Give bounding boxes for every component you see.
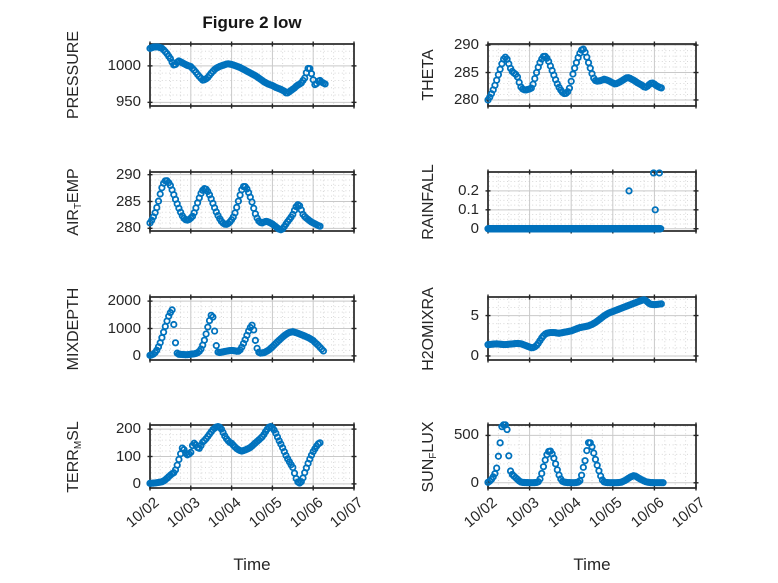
y-axis-label-text: PRESSURE bbox=[65, 30, 82, 120]
x-tick-label-left: 10/05 bbox=[245, 494, 286, 532]
y-axis-label-text: RAINFALL bbox=[420, 163, 437, 240]
y-tick-label-mixdepth: 1000 bbox=[107, 319, 141, 337]
y-axis-label-text: MIXDEPTH bbox=[65, 287, 82, 370]
y-tick-label-terr-msl: 200 bbox=[115, 420, 141, 438]
x-tick-label-left: 10/03 bbox=[164, 494, 204, 532]
y-axis-label-mixdepth: MIXDEPTH bbox=[65, 287, 83, 370]
subplot-sun-flux bbox=[484, 421, 699, 491]
x-axis-title-left: Time bbox=[233, 555, 271, 574]
x-tick-label-right: 10/03 bbox=[502, 494, 543, 532]
x-tick-label-left: 10/02 bbox=[123, 494, 163, 532]
subplot-mixdepth bbox=[146, 294, 357, 363]
y-axis-label-text: THETA bbox=[420, 49, 437, 101]
y-axis-label-terr-msl: TERRMSL bbox=[65, 420, 84, 493]
series-mixdepth bbox=[146, 306, 327, 359]
y-tick-label-h2omixra: 0 bbox=[470, 346, 479, 364]
series-sun-flux bbox=[484, 421, 667, 487]
x-axis-title-right: Time bbox=[573, 555, 611, 574]
y-axis-label-subscript: F bbox=[428, 452, 439, 459]
y-axis-label-pressure: PRESSURE bbox=[65, 31, 83, 119]
subplot-pressure bbox=[146, 41, 357, 109]
x-tick-label-left: 10/04 bbox=[204, 494, 245, 532]
y-axis-label-h2omixra: H2OMIXRA bbox=[420, 287, 438, 371]
y-tick-label-pressure: 1000 bbox=[107, 56, 141, 74]
y-axis-label-sun-flux: SUNFLUX bbox=[420, 420, 439, 493]
y-tick-label-h2omixra: 5 bbox=[470, 306, 479, 324]
figure-title: Figure 2 low bbox=[202, 13, 302, 32]
y-axis-label-text: SUN bbox=[420, 458, 437, 493]
x-tick-label-right: 10/07 bbox=[669, 494, 709, 532]
y-tick-label-theta: 280 bbox=[453, 90, 479, 108]
y-axis-label-text: TERR bbox=[65, 448, 82, 493]
y-tick-label-terr-msl: 0 bbox=[132, 474, 141, 492]
y-tick-label-air-temp: 280 bbox=[115, 219, 141, 237]
series-air-temp bbox=[146, 177, 324, 234]
series-theta bbox=[484, 45, 665, 104]
y-tick-label-mixdepth: 2000 bbox=[107, 292, 141, 310]
y-axis-label-text: AIR bbox=[65, 208, 82, 236]
x-tick-label-left: 10/06 bbox=[286, 494, 327, 532]
y-axis-label-air-temp: AIRTEMP bbox=[65, 167, 84, 236]
y-axis-label-subscript: M bbox=[73, 440, 84, 449]
y-tick-label-pressure: 950 bbox=[115, 93, 141, 111]
x-tick-label-right: 10/04 bbox=[544, 494, 585, 532]
subplot-terr-msl bbox=[146, 422, 357, 491]
subplot-h2omixra bbox=[484, 294, 699, 363]
y-axis-label-text: SL bbox=[65, 420, 82, 441]
subplot-theta bbox=[484, 41, 699, 109]
x-tick-label-right: 10/06 bbox=[627, 494, 668, 532]
x-tick-label-left: 10/07 bbox=[327, 494, 367, 532]
y-tick-label-terr-msl: 100 bbox=[115, 447, 141, 465]
y-axis-label-text: H2OMIXRA bbox=[420, 286, 437, 371]
x-tick-label-right: 10/05 bbox=[586, 494, 626, 532]
series-pressure bbox=[146, 43, 329, 97]
y-tick-label-theta: 290 bbox=[453, 36, 479, 54]
subplot-air-temp bbox=[146, 169, 357, 234]
y-axis-label-theta: THETA bbox=[420, 49, 438, 100]
subplot-rainfall bbox=[484, 169, 699, 234]
y-tick-label-sun-flux: 500 bbox=[453, 426, 479, 444]
y-axis-label-rainfall: RAINFALL bbox=[420, 164, 438, 240]
y-tick-label-sun-flux: 0 bbox=[470, 473, 479, 491]
y-tick-label-rainfall: 0.2 bbox=[458, 181, 479, 199]
y-axis-label-subscript: T bbox=[73, 202, 84, 209]
series-rainfall-1 bbox=[625, 169, 663, 214]
y-tick-label-air-temp: 285 bbox=[115, 192, 141, 210]
x-tick-label-right: 10/02 bbox=[461, 494, 501, 532]
series-h2omixra bbox=[484, 296, 665, 352]
y-tick-label-rainfall: 0.1 bbox=[458, 200, 479, 218]
y-tick-label-theta: 285 bbox=[453, 63, 479, 81]
y-tick-label-air-temp: 290 bbox=[115, 165, 141, 183]
y-axis-label-text: EMP bbox=[65, 167, 82, 203]
series-rainfall bbox=[484, 225, 665, 233]
y-tick-label-mixdepth: 0 bbox=[132, 346, 141, 364]
series-terr-msl bbox=[146, 422, 324, 487]
y-tick-label-rainfall: 0 bbox=[470, 219, 479, 237]
y-axis-label-text: LUX bbox=[420, 420, 437, 453]
